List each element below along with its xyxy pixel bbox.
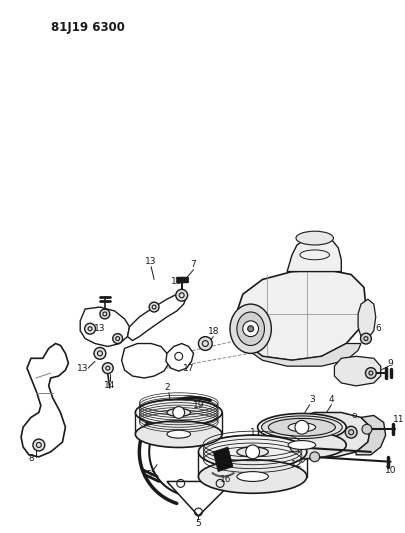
Polygon shape	[287, 235, 341, 272]
Circle shape	[310, 452, 320, 462]
Ellipse shape	[269, 418, 335, 436]
Circle shape	[362, 424, 372, 434]
Circle shape	[94, 348, 106, 359]
Ellipse shape	[288, 441, 315, 449]
Ellipse shape	[258, 431, 346, 459]
Text: o: o	[352, 411, 357, 420]
Circle shape	[176, 289, 188, 301]
Polygon shape	[80, 307, 130, 346]
Ellipse shape	[262, 416, 342, 439]
Text: 3: 3	[309, 395, 315, 404]
Text: 10: 10	[385, 466, 396, 475]
Circle shape	[102, 363, 113, 374]
Polygon shape	[335, 357, 381, 386]
Circle shape	[198, 337, 212, 350]
Text: 19: 19	[193, 401, 204, 410]
Polygon shape	[238, 270, 366, 360]
Text: 18: 18	[207, 327, 219, 336]
Text: 9: 9	[388, 359, 393, 368]
Text: 5: 5	[196, 519, 201, 528]
Ellipse shape	[135, 421, 222, 448]
Ellipse shape	[237, 472, 269, 481]
Circle shape	[85, 324, 96, 334]
Text: 8: 8	[28, 454, 34, 463]
Text: 13: 13	[94, 324, 106, 333]
Circle shape	[345, 426, 357, 438]
Ellipse shape	[198, 435, 307, 469]
Ellipse shape	[237, 447, 269, 457]
Circle shape	[149, 302, 159, 312]
Ellipse shape	[135, 399, 222, 426]
Polygon shape	[167, 481, 233, 516]
Polygon shape	[21, 343, 68, 457]
Circle shape	[295, 421, 309, 434]
Text: 15: 15	[141, 470, 153, 479]
Text: 17: 17	[183, 364, 194, 373]
Polygon shape	[287, 413, 371, 457]
Circle shape	[248, 326, 254, 332]
Text: 7: 7	[191, 260, 196, 269]
Circle shape	[246, 445, 260, 459]
Circle shape	[113, 334, 123, 343]
Text: 13: 13	[171, 277, 183, 286]
Text: 1: 1	[250, 427, 256, 437]
Text: 4: 4	[328, 395, 334, 404]
Ellipse shape	[237, 312, 264, 345]
Polygon shape	[122, 343, 169, 378]
Text: 13: 13	[145, 257, 157, 266]
Polygon shape	[246, 343, 361, 366]
Ellipse shape	[258, 414, 346, 441]
Polygon shape	[358, 299, 376, 338]
Text: 16: 16	[220, 475, 232, 484]
Polygon shape	[213, 447, 233, 472]
Ellipse shape	[230, 304, 271, 353]
Ellipse shape	[167, 430, 191, 438]
Text: 13: 13	[77, 364, 89, 373]
Text: 11: 11	[393, 415, 404, 424]
Circle shape	[100, 309, 110, 319]
Circle shape	[243, 321, 258, 337]
Text: 14: 14	[104, 382, 115, 390]
Circle shape	[360, 333, 371, 344]
Text: 81J19 6300: 81J19 6300	[51, 21, 124, 34]
Text: 12: 12	[291, 460, 303, 469]
Circle shape	[290, 442, 300, 452]
Circle shape	[365, 368, 376, 378]
Circle shape	[173, 407, 185, 418]
Ellipse shape	[296, 231, 333, 245]
Polygon shape	[356, 415, 386, 455]
Ellipse shape	[198, 460, 307, 493]
Text: 2: 2	[164, 383, 170, 392]
Text: 6: 6	[376, 324, 382, 333]
Ellipse shape	[167, 408, 191, 416]
Circle shape	[33, 439, 45, 451]
Polygon shape	[166, 343, 194, 371]
Polygon shape	[128, 292, 187, 341]
Ellipse shape	[288, 423, 315, 432]
